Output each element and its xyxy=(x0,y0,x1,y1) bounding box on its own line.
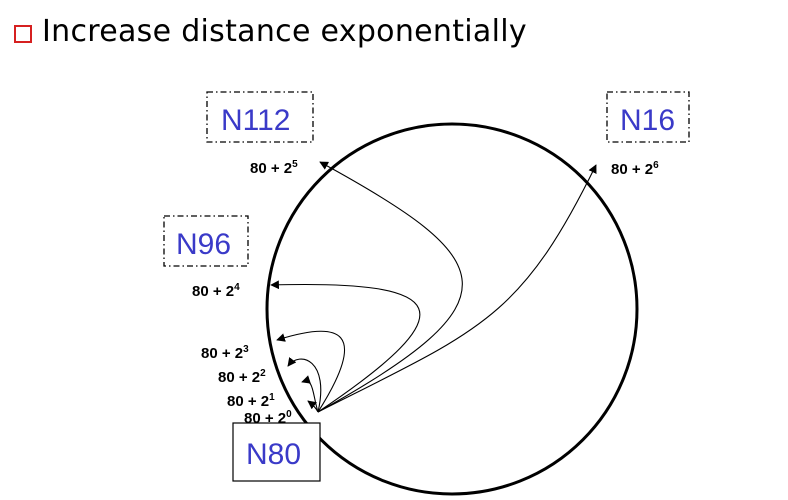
finger-label-2: 80 + 22 xyxy=(218,368,266,386)
finger-label-1: 80 + 21 xyxy=(227,392,275,410)
finger-label-0: 80 + 20 xyxy=(244,409,292,427)
finger-arrow-4 xyxy=(270,280,421,413)
node-n80-label: N80 xyxy=(246,438,301,471)
bullet-point: Increase distance exponentially xyxy=(14,14,527,49)
bullet-text: Increase distance exponentially xyxy=(42,14,527,49)
node-n112-box xyxy=(206,91,314,143)
finger-label-5: 80 + 25 xyxy=(250,159,298,177)
finger-label-6: 80 + 26 xyxy=(611,160,659,178)
node-n96-box xyxy=(163,215,249,267)
finger-label-3: 80 + 23 xyxy=(201,344,249,362)
square-bullet-icon xyxy=(14,24,32,43)
finger-arrow-3 xyxy=(276,330,346,413)
node-n16-label: N16 xyxy=(620,104,675,137)
finger-arrow-5 xyxy=(317,161,463,413)
node-n112-label: N112 xyxy=(221,104,291,137)
ring-circle xyxy=(265,122,639,496)
finger-arrow-1 xyxy=(301,375,319,413)
finger-label-4: 80 + 24 xyxy=(192,282,240,300)
node-n80-box xyxy=(232,422,321,482)
node-n96-label: N96 xyxy=(176,228,231,261)
finger-arrow-6 xyxy=(317,164,597,413)
node-n16-box xyxy=(606,91,690,143)
finger-arrow-2 xyxy=(287,357,322,413)
